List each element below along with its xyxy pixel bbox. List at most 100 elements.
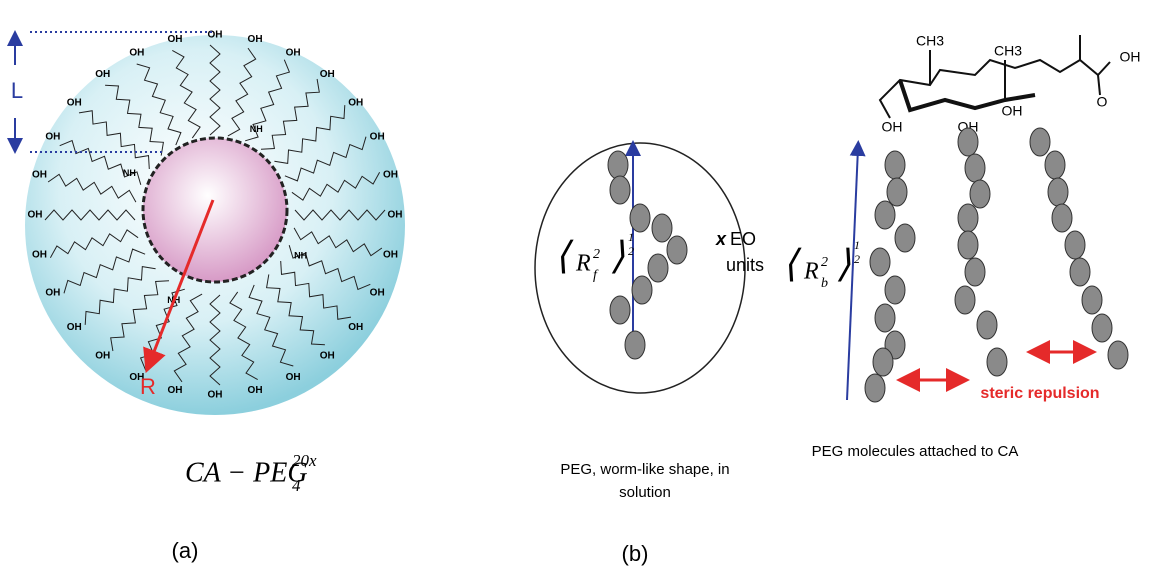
chain-end-label: OH bbox=[320, 350, 335, 361]
peg-bead bbox=[648, 254, 668, 282]
bracket: ⟩ bbox=[610, 236, 625, 278]
structure-label: OH bbox=[1120, 49, 1141, 65]
chain-end-label: OH bbox=[383, 170, 398, 181]
chain-end-label: OH bbox=[45, 132, 60, 143]
formula-base: CA − PEG bbox=[185, 457, 308, 488]
structure-label: O bbox=[1097, 94, 1108, 110]
chain-end-label: OH bbox=[348, 322, 363, 333]
peg-bead bbox=[965, 258, 985, 286]
chain-end-label: OH bbox=[286, 47, 301, 58]
units-line2: units bbox=[726, 255, 764, 275]
peg-bead bbox=[1108, 341, 1128, 369]
chain-end-label: OH bbox=[370, 288, 385, 299]
chain-end-label: OH bbox=[32, 250, 47, 261]
bracket: ⟩ bbox=[836, 244, 851, 286]
peg-bead bbox=[610, 296, 630, 324]
peg-bead bbox=[1052, 204, 1072, 232]
chain-end-label: OH bbox=[167, 34, 182, 45]
chain-end-label: OH bbox=[348, 97, 363, 108]
chain-end-label: OH bbox=[370, 132, 385, 143]
peg-bead bbox=[955, 286, 975, 314]
peg-bead bbox=[652, 214, 672, 242]
rb-sub: b bbox=[821, 276, 828, 291]
length-label: L bbox=[11, 78, 23, 103]
peg-bead bbox=[895, 224, 915, 252]
linker-label: NH bbox=[294, 251, 307, 261]
rf-base: R bbox=[575, 251, 591, 277]
chain-end-label: OH bbox=[320, 69, 335, 80]
chain-end-label: OH bbox=[208, 390, 223, 401]
peg-bead bbox=[875, 304, 895, 332]
peg-bead bbox=[632, 276, 652, 304]
peg-bead bbox=[887, 178, 907, 206]
caption: PEG molecules attached to CA bbox=[812, 443, 1019, 460]
peg-bead bbox=[625, 331, 645, 359]
peg-bead bbox=[608, 151, 628, 179]
caption: solution bbox=[619, 484, 671, 501]
rb-exp-num: 1 bbox=[854, 238, 860, 252]
rf-exp-num: 1 bbox=[628, 230, 634, 244]
peg-bead bbox=[1070, 258, 1090, 286]
peg-bead bbox=[1048, 178, 1068, 206]
peg-bead bbox=[667, 236, 687, 264]
peg-bead bbox=[885, 151, 905, 179]
chain-end-label: OH bbox=[167, 385, 182, 396]
micelle-core bbox=[143, 138, 287, 282]
panel-b: ⟨ R 2 f ⟩ 1 2 x EO units PEG, worm-like … bbox=[535, 33, 1141, 566]
rf-sup: 2 bbox=[593, 247, 600, 262]
peg-beads bbox=[608, 128, 1128, 402]
chain-end-label: OH bbox=[28, 210, 43, 221]
linker-label: NH bbox=[123, 168, 136, 178]
peg-bead bbox=[610, 176, 630, 204]
peg-bead bbox=[958, 204, 978, 232]
panel-label: (a) bbox=[172, 538, 199, 563]
rb-exp-den: 2 bbox=[854, 252, 860, 266]
rb-base: R bbox=[803, 259, 819, 285]
structure-label: CH3 bbox=[994, 43, 1022, 59]
chain-end-label: OH bbox=[248, 34, 263, 45]
structure-label: OH bbox=[882, 119, 903, 135]
peg-bead bbox=[965, 154, 985, 182]
linker-label: NH bbox=[250, 124, 263, 134]
chain-end-label: OH bbox=[129, 47, 144, 58]
peg-bead bbox=[1045, 151, 1065, 179]
peg-bead bbox=[1030, 128, 1050, 156]
chain-end-label: OH bbox=[286, 372, 301, 383]
peg-bead bbox=[1082, 286, 1102, 314]
chain-end-label: OH bbox=[67, 97, 82, 108]
chain-end-label: OH bbox=[95, 350, 110, 361]
peg-bead bbox=[1092, 314, 1112, 342]
peg-bead bbox=[970, 180, 990, 208]
peg-bead bbox=[630, 204, 650, 232]
peg-bead bbox=[1065, 231, 1085, 259]
chain-end-label: OH bbox=[32, 170, 47, 181]
peg-bead bbox=[873, 348, 893, 376]
peg-bead bbox=[865, 374, 885, 402]
chain-end-label: OH bbox=[45, 288, 60, 299]
rb-sup: 2 bbox=[821, 255, 828, 270]
bracket: ⟨ bbox=[555, 236, 574, 278]
chain-end-label: OH bbox=[248, 385, 263, 396]
chain-end-label: OH bbox=[383, 250, 398, 261]
peg-bead bbox=[885, 276, 905, 304]
chain-end-label: OH bbox=[95, 69, 110, 80]
figure: OHCH3OHOHNHOHCH3OHOHOHCH3OHOHOHCH3NHOHOH… bbox=[0, 0, 1150, 571]
structure-label: CH3 bbox=[916, 33, 944, 49]
peg-bead bbox=[870, 248, 890, 276]
structure-label: OH bbox=[1002, 103, 1023, 119]
chain-end-label: OH bbox=[67, 322, 82, 333]
caption: PEG, worm-like shape, in bbox=[560, 461, 729, 478]
rf-sub: f bbox=[593, 268, 599, 283]
panel-a: OHCH3OHOHNHOHCH3OHOHOHCH3OHOHOHCH3NHOHOH… bbox=[11, 30, 405, 563]
peg-bead bbox=[987, 348, 1007, 376]
peg-bead bbox=[958, 231, 978, 259]
chain-end-label: OH bbox=[388, 210, 403, 221]
radius-label: R bbox=[140, 374, 156, 399]
chain-end-label: OH bbox=[208, 30, 223, 41]
rf-exp-den: 2 bbox=[628, 244, 634, 258]
formula-sub: 4 bbox=[292, 476, 301, 495]
formula-sup: 20x bbox=[292, 451, 317, 470]
bracket: ⟨ bbox=[783, 244, 802, 286]
peg-bead bbox=[977, 311, 997, 339]
units-prefix: x bbox=[715, 229, 727, 249]
